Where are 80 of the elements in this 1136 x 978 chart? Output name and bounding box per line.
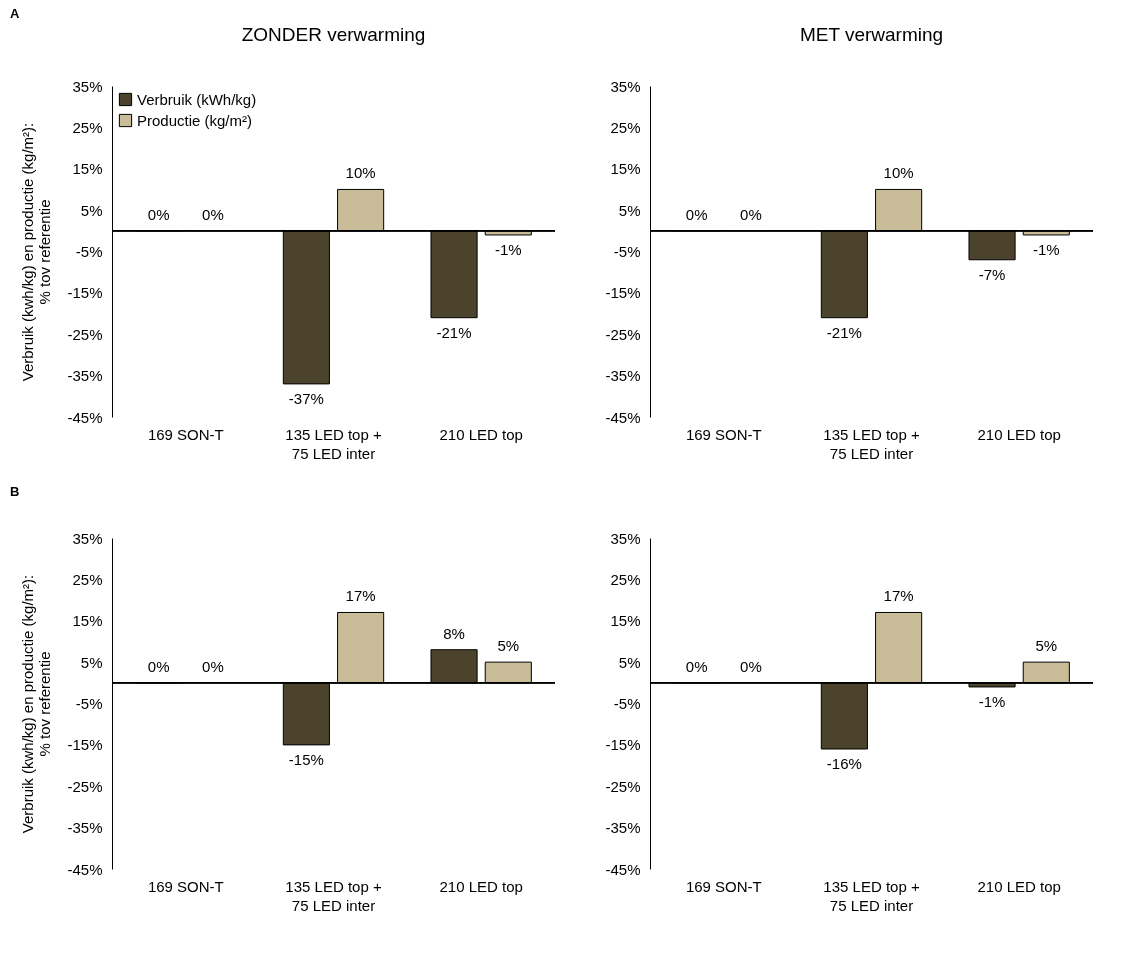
data-label: 10%	[883, 164, 914, 182]
data-label: 5%	[497, 637, 520, 655]
y-axis-title: Verbruik (kwh/kg) en productie (kg/m²): % tov referentie	[19, 122, 54, 382]
y-tick-label: 15%	[610, 612, 641, 630]
data-label: -37%	[288, 389, 324, 407]
y-tick-label: -25%	[67, 777, 103, 795]
y-tick-label: -15%	[605, 736, 641, 754]
x-tick-label: 169 SON-T	[685, 877, 762, 895]
x-tick-label: 135 LED top + 75 LED inter	[823, 425, 920, 462]
chart-title: MET verwarming	[799, 24, 944, 45]
y-tick-label: -25%	[67, 325, 103, 343]
y-tick-label: -45%	[605, 860, 641, 878]
y-tick-label: -35%	[605, 819, 641, 837]
data-label: -1%	[494, 240, 522, 258]
data-label: 17%	[883, 587, 914, 605]
y-tick-label: -35%	[67, 819, 103, 837]
data-label: -15%	[288, 750, 324, 768]
data-label: 0%	[202, 657, 224, 675]
y-tick-label: -45%	[605, 408, 641, 426]
data-label: -1%	[1032, 240, 1060, 258]
x-tick-label: 169 SON-T	[147, 877, 224, 895]
y-tick-label: 15%	[72, 612, 103, 630]
y-tick-label: -5%	[613, 695, 641, 712]
y-tick-label: -25%	[605, 325, 641, 343]
x-tick-label: 135 LED top + 75 LED inter	[823, 877, 920, 914]
x-tick-label: 135 LED top + 75 LED inter	[285, 877, 382, 914]
y-tick-label: 15%	[610, 160, 641, 178]
y-tick-label: -25%	[605, 777, 641, 795]
y-tick-label: -15%	[67, 284, 103, 302]
legend-label: Productie (kg/m²)	[137, 111, 253, 129]
y-tick-label: -15%	[67, 736, 103, 754]
data-label: 0%	[685, 657, 708, 675]
data-label: 0%	[740, 657, 762, 675]
data-label: 17%	[345, 587, 376, 605]
y-tick-label: 35%	[610, 529, 641, 547]
data-label: -7%	[978, 265, 1006, 283]
data-label: -1%	[978, 692, 1006, 710]
y-axis-title: Verbruik (kwh/kg) en productie (kg/m²): % tov referentie	[19, 574, 54, 834]
x-tick-label: 169 SON-T	[147, 425, 224, 443]
data-label: 0%	[147, 205, 170, 223]
data-label: -16%	[826, 755, 862, 773]
data-label: -21%	[826, 323, 862, 341]
x-tick-label: 135 LED top + 75 LED inter	[285, 425, 382, 462]
legend-label: Verbruik (kWh/kg)	[137, 90, 257, 108]
y-tick-label: -45%	[67, 860, 103, 878]
y-tick-label: -45%	[67, 408, 103, 426]
y-tick-label: 25%	[72, 570, 103, 588]
y-tick-label: 5%	[618, 653, 641, 671]
y-tick-label: 25%	[72, 118, 103, 136]
data-label: 0%	[740, 205, 762, 223]
x-tick-label: 210 LED top	[977, 425, 1061, 443]
y-tick-label: 5%	[80, 653, 103, 671]
y-tick-label: 5%	[80, 201, 103, 219]
data-label: 5%	[1035, 637, 1058, 655]
y-tick-label: 35%	[72, 77, 103, 95]
y-tick-label: -15%	[605, 284, 641, 302]
chart-title: ZONDER verwarming	[241, 24, 426, 45]
y-tick-label: 25%	[610, 118, 641, 136]
y-tick-label: 25%	[610, 570, 641, 588]
x-tick-label: 210 LED top	[439, 877, 523, 895]
data-label: 8%	[443, 624, 465, 642]
data-label: -21%	[436, 323, 472, 341]
y-tick-label: -5%	[75, 243, 103, 260]
text: A	[10, 6, 20, 21]
y-tick-label: 5%	[618, 201, 641, 219]
y-tick-label: -35%	[67, 367, 103, 385]
text: B	[10, 484, 20, 499]
data-label: 10%	[345, 164, 376, 182]
y-tick-label: 35%	[72, 529, 103, 547]
data-label: 0%	[685, 205, 708, 223]
y-tick-label: -5%	[75, 695, 103, 712]
y-tick-label: 15%	[72, 160, 103, 178]
x-tick-label: 210 LED top	[439, 425, 523, 443]
y-tick-label: -35%	[605, 367, 641, 385]
x-tick-label: 210 LED top	[977, 877, 1061, 895]
y-tick-label: 35%	[610, 77, 641, 95]
data-label: 0%	[202, 205, 224, 223]
y-tick-label: -5%	[613, 243, 641, 260]
data-label: 0%	[147, 657, 170, 675]
x-tick-label: 169 SON-T	[685, 425, 762, 443]
